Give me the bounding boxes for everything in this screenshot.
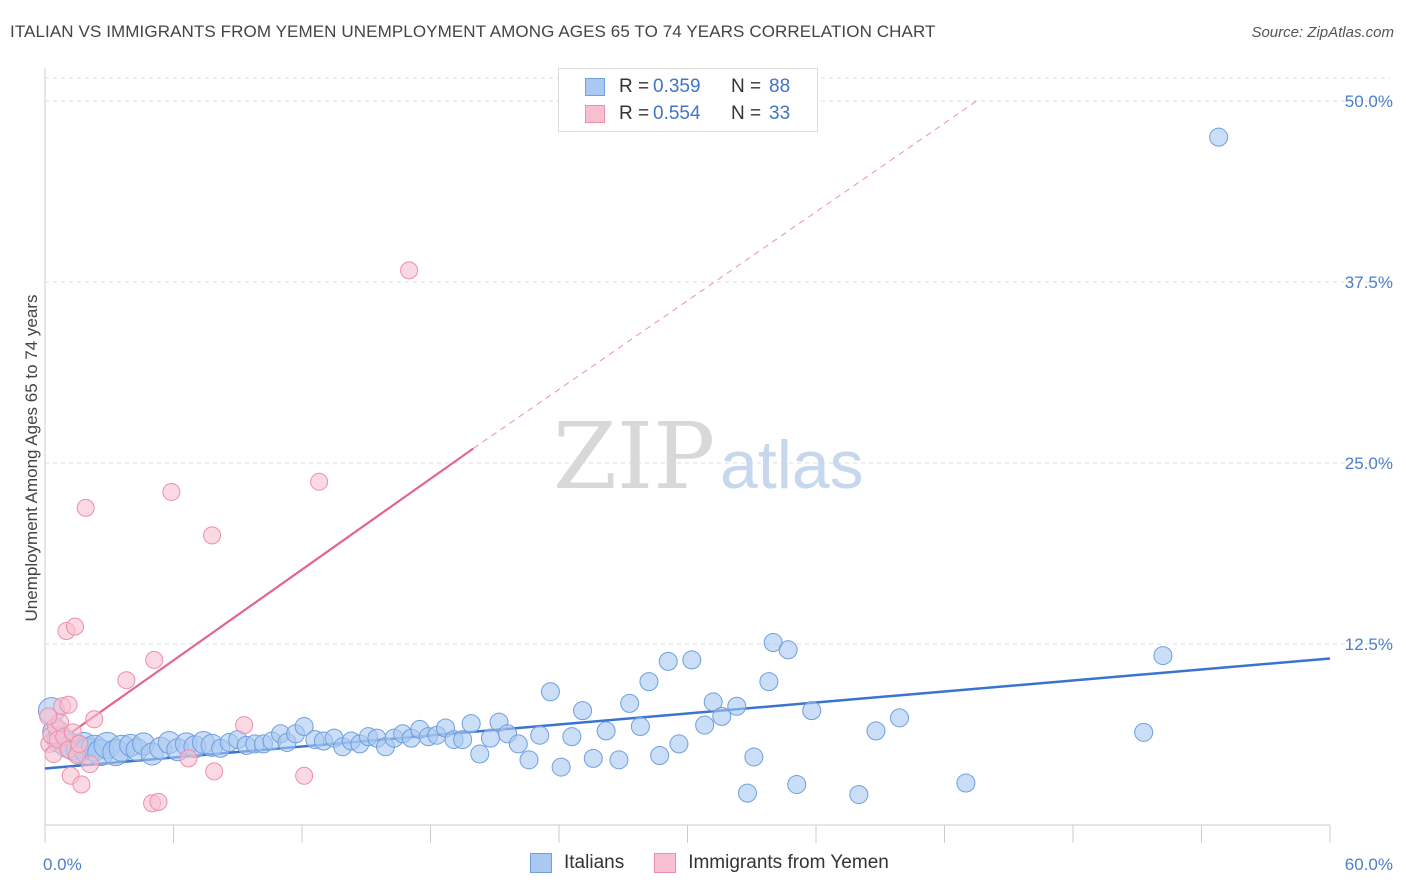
yemen-point: [205, 762, 224, 781]
legend-n-value: 88: [769, 76, 791, 97]
legend-row-yemen: R = 0.554 N = 33: [585, 102, 790, 126]
yemen-point: [65, 617, 84, 636]
italians-point: [461, 714, 481, 734]
italians-swatch: [530, 853, 552, 873]
italians-point: [956, 773, 976, 793]
y-axis-label: Unemployment Among Ages 65 to 74 years: [22, 295, 41, 622]
yemen-point: [85, 710, 104, 729]
italians-point: [530, 725, 550, 745]
italians-swatch: [585, 78, 605, 96]
yemen-point: [59, 695, 78, 714]
italians-point: [630, 717, 650, 737]
yemen-point: [235, 716, 254, 735]
italians-point: [866, 721, 886, 741]
italians-point: [703, 692, 723, 712]
italians-point: [650, 745, 670, 765]
yemen-point: [203, 526, 222, 545]
y-tick-label: 12.5%: [1345, 635, 1393, 654]
italians-point: [802, 701, 822, 721]
italians-point: [759, 672, 779, 692]
italians-point: [596, 721, 616, 741]
legend-r-label: R =: [619, 76, 650, 97]
yemen-swatch: [654, 853, 677, 873]
italians-point: [480, 728, 500, 748]
italians-point: [737, 783, 757, 803]
italians-point: [682, 650, 702, 670]
yemen-point: [117, 671, 136, 690]
italians-point: [890, 708, 910, 728]
yemen-trend-extension: [473, 100, 977, 449]
italians-point: [620, 693, 640, 713]
yemen-point: [70, 734, 89, 753]
italians-point: [787, 774, 807, 794]
yemen-point: [400, 261, 419, 280]
y-tick-label: 50.0%: [1345, 92, 1393, 111]
legend-n-label: N =: [731, 76, 762, 97]
italians-point: [639, 672, 659, 692]
yemen-point: [76, 498, 95, 517]
italians-point: [470, 744, 490, 764]
italians-point: [609, 750, 629, 770]
bottom-legend-yemen-label: Immigrants from Yemen: [688, 852, 889, 873]
tick-labels: 12.5% 25.0% 37.5% 50.0% 0.0% 60.0%: [43, 92, 1393, 874]
italians-point: [695, 715, 715, 735]
y-tick-label: 25.0%: [1345, 454, 1393, 473]
italians-point: [1209, 127, 1229, 147]
bottom-legend-yemen: Immigrants from Yemen: [654, 852, 889, 874]
yemen-point: [39, 707, 58, 726]
legend-row-italians: R = 0.359 N = 88: [585, 75, 790, 99]
italians-point: [562, 727, 582, 747]
yemen-point: [72, 775, 91, 794]
y-tick-label: 37.5%: [1345, 273, 1393, 292]
watermark-zip: ZIP: [553, 403, 715, 510]
italians-point: [573, 701, 593, 721]
italians-point: [508, 734, 528, 754]
watermark: ZIP atlas: [553, 403, 864, 510]
yemen-point: [80, 755, 99, 774]
italians-point: [669, 734, 689, 754]
yemen-point: [162, 482, 181, 501]
chart-title: ITALIAN VS IMMIGRANTS FROM YEMEN UNEMPLO…: [10, 22, 936, 41]
italians-point: [453, 730, 473, 750]
yemen-point: [149, 792, 168, 811]
x-tick-label: 0.0%: [43, 855, 82, 874]
italians-point: [294, 717, 314, 737]
yemen-trend-line: [44, 447, 474, 753]
grid: [45, 77, 1390, 645]
italians-point: [727, 696, 747, 716]
italians-point: [849, 785, 869, 805]
yemen-point: [310, 472, 329, 491]
italians-trend-line: [44, 657, 1331, 770]
yemen-point: [179, 749, 198, 768]
italians-point: [658, 651, 678, 671]
italians-point: [583, 748, 603, 768]
italians-point: [744, 747, 764, 767]
data-points: [37, 127, 1229, 813]
yemen-point: [145, 650, 164, 669]
watermark-atlas: atlas: [720, 427, 864, 503]
italians-point: [778, 640, 798, 660]
yemen-swatch: [585, 105, 605, 123]
legend-r-value: 0.554: [653, 103, 701, 124]
yemen-point: [295, 766, 314, 785]
italians-point: [551, 757, 571, 777]
legend-r-value: 0.359: [653, 76, 701, 97]
italians-point: [1153, 646, 1173, 666]
italians-point: [519, 750, 539, 770]
bottom-legend: Italians Immigrants from Yemen: [530, 852, 919, 874]
legend-r-label: R =: [619, 103, 650, 124]
italians-point: [540, 682, 560, 702]
source-label: Source: ZipAtlas.com: [1251, 24, 1394, 41]
legend-n-value: 33: [769, 103, 791, 124]
italians-point: [712, 706, 732, 726]
x-tick-label: 60.0%: [1345, 855, 1393, 874]
legend-n-label: N =: [731, 103, 762, 124]
bottom-legend-italians-label: Italians: [564, 852, 625, 873]
bottom-legend-italians: Italians: [530, 852, 624, 874]
legend: R = 0.359 N = 88 R = 0.554 N = 33: [558, 68, 818, 132]
italians-point: [1134, 722, 1154, 742]
